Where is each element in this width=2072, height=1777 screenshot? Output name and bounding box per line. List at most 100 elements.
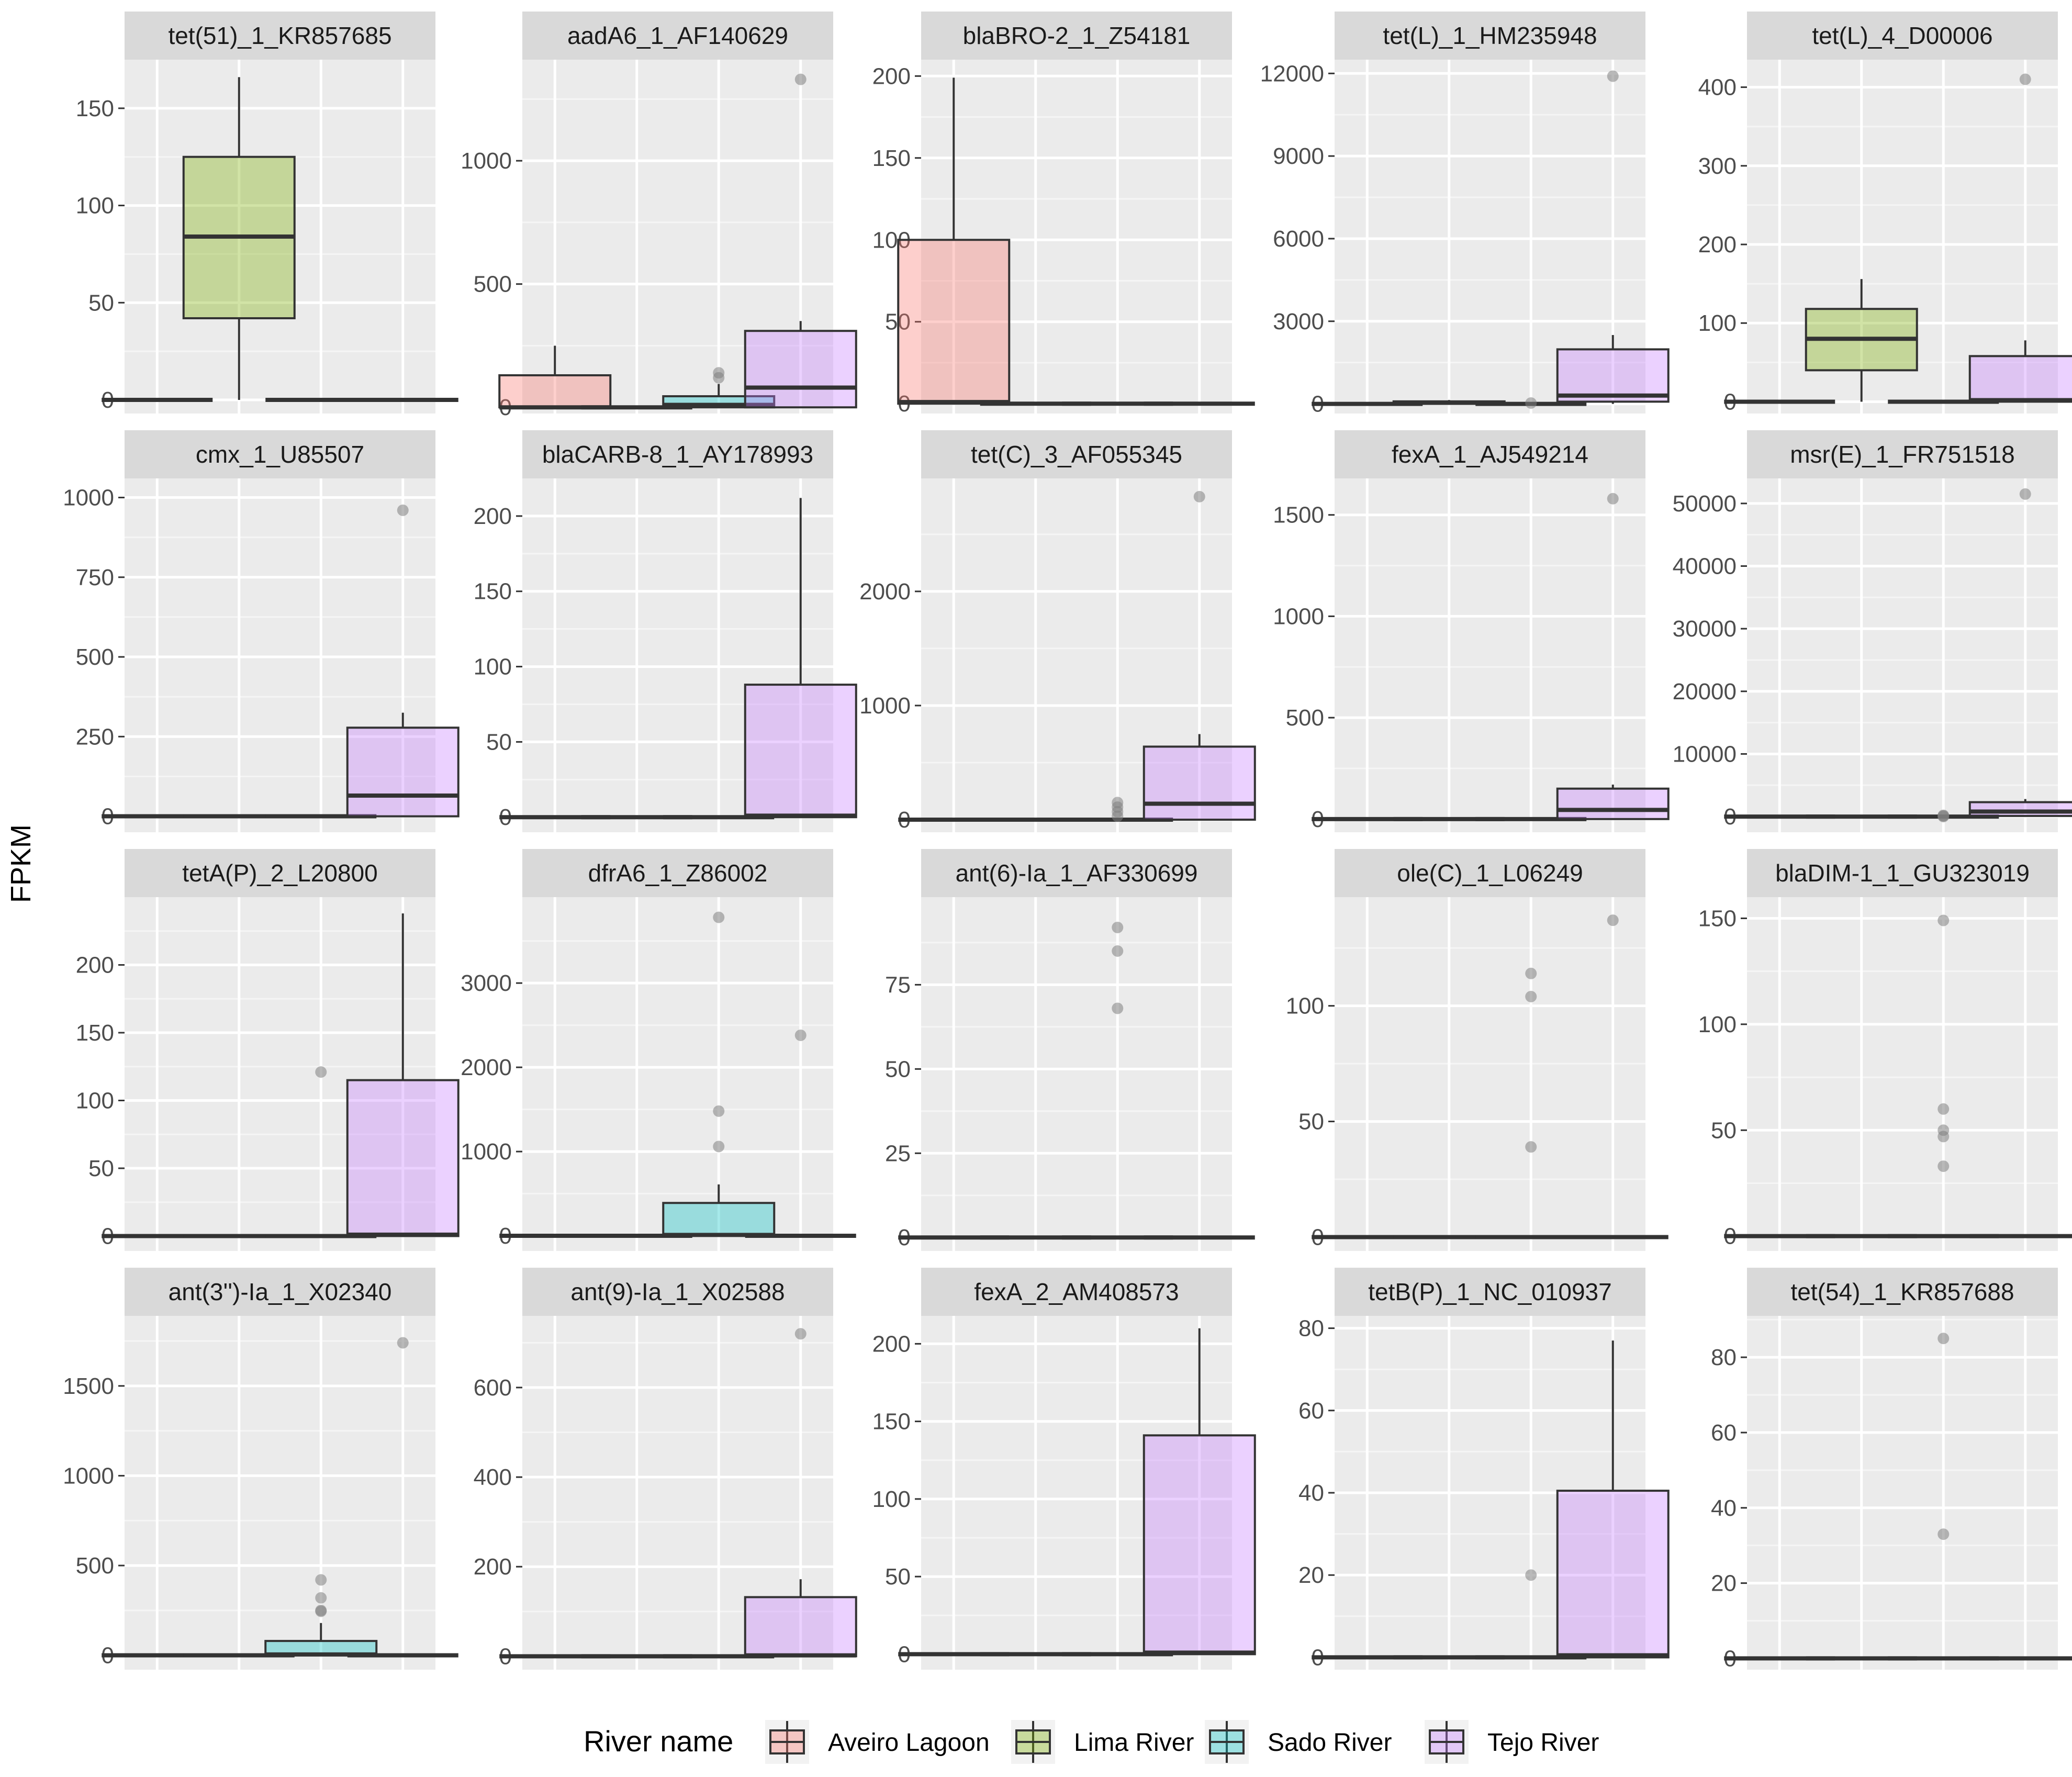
- legend-label: Sado River: [1268, 1729, 1392, 1757]
- y-tick-label: 1000: [461, 148, 512, 174]
- y-tick-label: 80: [1711, 1345, 1737, 1370]
- y-tick-label: 200: [474, 1554, 512, 1580]
- legend-label: Aveiro Lagoon: [828, 1729, 990, 1757]
- outlier-point: [2019, 488, 2031, 500]
- y-tick-label: 3000: [1273, 309, 1324, 334]
- facet-strip: [1335, 430, 1645, 478]
- y-tick-label: 40: [1711, 1495, 1737, 1521]
- panel-background: [921, 1316, 1232, 1670]
- y-tick-label: 150: [1698, 906, 1737, 931]
- y-tick-label: 80: [1298, 1316, 1324, 1342]
- facet-panel: fexA_2_AM408573050100150200: [872, 1268, 1256, 1670]
- box-tejo-river: [1968, 73, 2072, 403]
- y-tick-label: 3000: [461, 970, 512, 996]
- box-tejo-river: [744, 1328, 857, 1658]
- facet-panel: blaBRO-2_1_Z54181050100150200: [872, 12, 1255, 417]
- box-body: [744, 684, 857, 819]
- facet-title: ant(9)-Ia_1_X02588: [570, 1278, 785, 1305]
- box-tejo-river: [1556, 70, 1670, 404]
- outlier-point: [1525, 1569, 1537, 1581]
- y-tick-label: 10000: [1673, 741, 1737, 767]
- y-tick-label: 100: [76, 193, 114, 219]
- y-tick-label: 200: [872, 1331, 911, 1357]
- box-body: [1968, 801, 2072, 817]
- outlier-point: [1607, 914, 1619, 926]
- panel-background: [522, 60, 833, 413]
- outlier-point: [1937, 1103, 1950, 1115]
- y-tick-label: 200: [474, 504, 512, 529]
- box-body: [1556, 787, 1670, 820]
- box-tejo-river: [346, 913, 460, 1237]
- box-body: [1968, 355, 2072, 403]
- box-body: [897, 239, 1011, 405]
- facet-panel: ole(C)_1_L06249050100: [1286, 849, 1668, 1251]
- facet-panel: blaDIM-1_1_GU323019050100150: [1698, 849, 2072, 1251]
- panel-background: [921, 897, 1232, 1251]
- facet-panel: tet(L)_1_HM235948030006000900012000: [1260, 12, 1670, 417]
- facet-panel: blaCARB-8_1_AY178993050100150200: [474, 430, 857, 832]
- y-tick-label: 20: [1298, 1562, 1324, 1588]
- outlier-point: [1937, 1528, 1950, 1540]
- y-tick-label: 100: [872, 1487, 911, 1512]
- facet-panels: tet(51)_1_KR857685050100150aadA6_1_AF140…: [63, 12, 2072, 1671]
- y-tick-label: 12000: [1260, 61, 1324, 86]
- box-tejo-river: [1557, 914, 1668, 1239]
- y-tick-label: 50: [885, 1564, 911, 1590]
- panel-background: [1335, 60, 1645, 413]
- box-body: [1143, 745, 1256, 821]
- y-tick-label: 100: [1698, 310, 1737, 336]
- box-sado-river: [1888, 809, 1999, 823]
- y-tick-label: 1000: [1273, 603, 1324, 629]
- outlier-point: [1112, 1002, 1124, 1014]
- facet-title: aadA6_1_AF140629: [567, 22, 788, 49]
- facet-panel: dfrA6_1_Z860020100020003000: [461, 849, 856, 1251]
- facet-strip: [522, 1268, 833, 1316]
- y-tick-label: 6000: [1273, 226, 1324, 252]
- box-tejo-river: [346, 504, 460, 818]
- facet-panel: ant(6)-Ia_1_AF3306990255075: [885, 849, 1255, 1251]
- facet-strip: [1335, 12, 1645, 60]
- outlier-point: [1937, 809, 1950, 821]
- box-tejo-river: [1968, 488, 2072, 817]
- y-tick-label: 9000: [1273, 143, 1324, 169]
- facet-title: ole(C)_1_L06249: [1397, 859, 1583, 887]
- facet-panel: tet(C)_3_AF055345010002000: [859, 430, 1256, 833]
- y-tick-label: 500: [76, 644, 114, 670]
- y-tick-label: 20000: [1673, 679, 1737, 705]
- y-tick-label: 500: [76, 1553, 114, 1579]
- facet-panel: aadA6_1_AF14062905001000: [461, 12, 857, 420]
- box-lima-river: [182, 77, 296, 400]
- y-tick-label: 300: [1698, 153, 1737, 179]
- box-aveiro-lagoon: [498, 345, 612, 410]
- facet-strip: [921, 12, 1232, 60]
- y-tick-label: 50: [1711, 1117, 1737, 1143]
- box-body: [1143, 1434, 1256, 1656]
- y-tick-label: 50000: [1673, 491, 1737, 517]
- box-body: [498, 374, 612, 409]
- y-tick-label: 40000: [1673, 554, 1737, 579]
- outlier-point: [1525, 397, 1537, 409]
- y-tick-label: 2000: [461, 1055, 512, 1080]
- facet-panel: fexA_1_AJ549214050010001500: [1273, 430, 1670, 832]
- panel-background: [1747, 60, 2058, 413]
- y-tick-label: 100: [1698, 1012, 1737, 1037]
- panel-background: [1335, 478, 1645, 832]
- facet-panel: tetA(P)_2_L20800050100150200: [76, 849, 460, 1251]
- outlier-point: [1193, 490, 1205, 502]
- legend-item: Sado River: [1205, 1720, 1392, 1764]
- box-body: [662, 1202, 776, 1237]
- facet-strip: [522, 849, 833, 897]
- panel-background: [1747, 1316, 2058, 1670]
- facet-strip: [125, 849, 435, 897]
- y-tick-label: 60: [1711, 1420, 1737, 1446]
- facet-title: tetB(P)_1_NC_010937: [1368, 1278, 1611, 1305]
- legend-label: Lima River: [1074, 1729, 1194, 1757]
- outlier-point: [794, 1029, 807, 1041]
- box-tejo-river: [1143, 1328, 1256, 1656]
- y-tick-label: 150: [76, 96, 114, 121]
- y-tick-label: 1000: [63, 1463, 114, 1489]
- outlier-point: [2019, 73, 2031, 85]
- facet-title: cmx_1_U85507: [196, 441, 364, 468]
- panel-background: [921, 478, 1232, 832]
- facet-panel: tetB(P)_1_NC_010937020406080: [1298, 1268, 1670, 1670]
